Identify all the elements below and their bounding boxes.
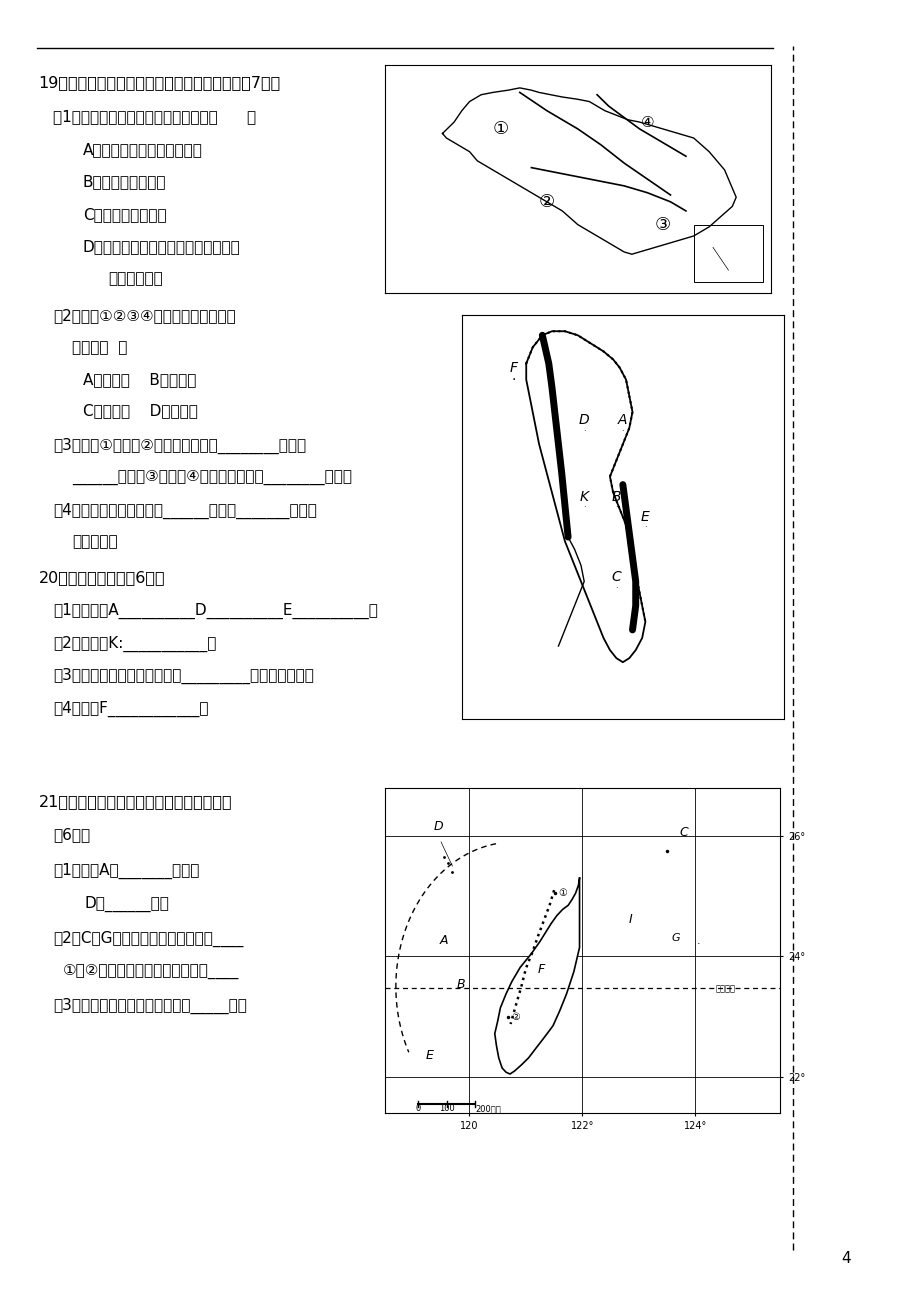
Text: （4）河流F____________。: （4）河流F____________。 bbox=[53, 700, 209, 716]
Text: ③: ③ bbox=[654, 216, 670, 233]
Text: A: A bbox=[439, 935, 448, 948]
Text: .: . bbox=[583, 423, 584, 432]
Text: 20．读东北地区图（6分）: 20．读东北地区图（6分） bbox=[39, 570, 165, 586]
Text: .: . bbox=[643, 521, 646, 530]
Text: C: C bbox=[679, 825, 687, 838]
Text: （3）图中①区域与②区域的分界线是________山脉、: （3）图中①区域与②区域的分界线是________山脉、 bbox=[53, 437, 306, 453]
Text: 北回归线: 北回归线 bbox=[714, 984, 734, 993]
Text: （3）台湾岛上的平原主要分布在_____部。: （3）台湾岛上的平原主要分布在_____部。 bbox=[53, 997, 247, 1013]
Text: （1）我国四大地理区域的划分依据是（      ）: （1）我国四大地理区域的划分依据是（ ） bbox=[53, 109, 256, 125]
Text: B: B bbox=[456, 978, 465, 991]
Text: F: F bbox=[509, 361, 516, 375]
Text: （1）山脉：A__________D__________E__________。: （1）山脉：A__________D__________E__________。 bbox=[53, 603, 378, 618]
Text: 区域是（  ）: 区域是（ ） bbox=[72, 340, 127, 355]
Text: .: . bbox=[621, 423, 623, 432]
Text: K: K bbox=[579, 490, 588, 504]
Text: .: . bbox=[696, 936, 699, 947]
Text: （6分）: （6分） bbox=[53, 827, 90, 842]
Text: A: A bbox=[618, 413, 627, 427]
Text: 21．读台湾岛位置示意图，回答下列问题。: 21．读台湾岛位置示意图，回答下列问题。 bbox=[39, 794, 232, 810]
Text: D: D bbox=[578, 413, 589, 427]
Text: E: E bbox=[641, 510, 649, 523]
Text: C: C bbox=[611, 570, 620, 585]
Text: ④: ④ bbox=[640, 115, 653, 130]
Text: A．各区人们的生活习惯不同: A．各区人们的生活习惯不同 bbox=[83, 142, 202, 158]
Text: 200千米: 200千米 bbox=[474, 1104, 500, 1113]
Text: F: F bbox=[538, 963, 545, 976]
Text: （2）地形区K:___________。: （2）地形区K:___________。 bbox=[53, 635, 217, 651]
Text: 19．读我国四大地理区域图，回答下列问题。（7分）: 19．读我国四大地理区域图，回答下列问题。（7分） bbox=[39, 76, 280, 91]
Text: C．各区的降水不同: C．各区的降水不同 bbox=[83, 207, 166, 223]
Text: ①: ① bbox=[492, 120, 508, 138]
Text: G: G bbox=[671, 934, 679, 944]
Text: （2）地跨①②③④四个区域的省级行政: （2）地跨①②③④四个区域的省级行政 bbox=[53, 309, 236, 324]
Text: B．各区的地形不同: B．各区的地形不同 bbox=[83, 174, 166, 190]
Text: ①、②两城市中，表示台北市的是____: ①、②两城市中，表示台北市的是____ bbox=[62, 963, 239, 979]
Text: ②: ② bbox=[511, 1012, 519, 1022]
Text: （4）主要位于季风区的是______地区和_______地区。: （4）主要位于季风区的是______地区和_______地区。 bbox=[53, 503, 317, 518]
Text: A．青海省    B．甘肃省: A．青海省 B．甘肃省 bbox=[83, 372, 196, 388]
Text: D．各区的地理位置、自然地理和人文: D．各区的地理位置、自然地理和人文 bbox=[83, 240, 240, 255]
Text: 100: 100 bbox=[438, 1104, 454, 1113]
Text: 4: 4 bbox=[841, 1250, 850, 1266]
Text: .: . bbox=[583, 500, 584, 509]
Text: D: D bbox=[433, 820, 443, 833]
Polygon shape bbox=[494, 878, 579, 1074]
Text: ②: ② bbox=[539, 193, 554, 211]
Text: .: . bbox=[615, 500, 617, 509]
Text: ①: ① bbox=[558, 888, 567, 898]
Text: C．四川省    D．河南省: C．四川省 D．河南省 bbox=[83, 404, 198, 419]
Text: （1）图中A为_______海峡，: （1）图中A为_______海峡， bbox=[53, 863, 199, 879]
Text: E: E bbox=[425, 1049, 433, 1062]
Text: ______山脉；③区域与④区域的分界线是________一线。: ______山脉；③区域与④区域的分界线是________一线。 bbox=[72, 470, 351, 486]
Text: D为______省，: D为______省， bbox=[85, 896, 169, 911]
Text: B: B bbox=[611, 490, 620, 504]
Text: （填数码）: （填数码） bbox=[72, 534, 118, 549]
Text: （3）我国第一汽车制造厂位于_________市（填名称）。: （3）我国第一汽车制造厂位于_________市（填名称）。 bbox=[53, 668, 314, 684]
Text: .: . bbox=[615, 581, 617, 590]
Text: 0: 0 bbox=[415, 1104, 421, 1113]
Text: （2）C、G两处中，表示钓鱼岛的是____: （2）C、G两处中，表示钓鱼岛的是____ bbox=[53, 931, 244, 947]
Text: I: I bbox=[628, 913, 631, 926]
Text: 地理特点不同: 地理特点不同 bbox=[108, 271, 164, 286]
Bar bbox=[693, 224, 763, 281]
Text: .: . bbox=[511, 368, 515, 383]
